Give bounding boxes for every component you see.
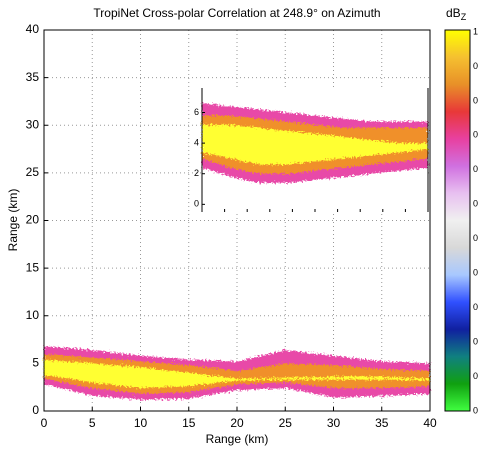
colorbar-tick-label: 0 <box>473 233 478 243</box>
y-tick-label: 25 <box>26 165 40 179</box>
chart-title: TropiNet Cross-polar Correlation at 248.… <box>93 6 380 20</box>
x-tick-label: 35 <box>375 416 389 430</box>
x-tick-label: 20 <box>230 416 244 430</box>
colorbar-tick-label: 0 <box>473 268 478 278</box>
plot-frame <box>43 29 431 412</box>
echo-inset <box>202 103 428 183</box>
y-tick-label: 10 <box>26 308 40 322</box>
echo-layer <box>44 359 430 389</box>
colorbar-tick-label: 0 <box>473 164 478 174</box>
colorbar-tick-label: 0 <box>473 61 478 71</box>
x-tick-label: 0 <box>41 416 48 430</box>
y-axis-label: Range (km) <box>6 189 20 252</box>
y-tick-label: 0 <box>32 403 39 417</box>
colorbar-tick-label: 0 <box>473 130 478 140</box>
y-tick-label: 35 <box>26 70 40 84</box>
echo-layer <box>202 124 428 165</box>
colorbar-label-main: dB <box>446 6 461 20</box>
echo-main <box>44 346 430 400</box>
inset-y-tick-label: 6 <box>194 107 199 117</box>
colorbar-tick-label: 0 <box>473 95 478 105</box>
x-tick-label: 15 <box>182 416 196 430</box>
inset-y-tick-label: 0 <box>194 199 199 209</box>
colorbar-tick-label: 0 <box>473 371 478 381</box>
y-tick-label: 20 <box>26 213 40 227</box>
colorbar-tick-label: 0 <box>473 302 478 312</box>
colorbar-label-sub: Z <box>461 12 467 22</box>
colorbar <box>444 29 471 412</box>
colorbar-tick-label: 0 <box>473 336 478 346</box>
y-tick-label: 5 <box>32 356 39 370</box>
y-tick-label: 30 <box>26 117 40 131</box>
colorbar-label: dBZ <box>446 6 467 22</box>
colorbar-tick-label: 0 <box>473 199 478 209</box>
x-tick-label: 10 <box>134 416 148 430</box>
inset-y-tick-label: 4 <box>194 137 199 147</box>
x-tick-label: 5 <box>89 416 96 430</box>
colorbar-tick-label: 0 <box>473 405 478 415</box>
inset-y-tick-label: 2 <box>194 168 199 178</box>
x-tick-label: 30 <box>327 416 341 430</box>
y-tick-label: 40 <box>26 22 40 36</box>
y-tick-label: 15 <box>26 260 40 274</box>
colorbar-tick-label: 1 <box>473 26 478 36</box>
x-tick-label: 25 <box>279 416 293 430</box>
x-tick-label: 40 <box>423 416 437 430</box>
x-axis-label: Range (km) <box>206 432 269 446</box>
